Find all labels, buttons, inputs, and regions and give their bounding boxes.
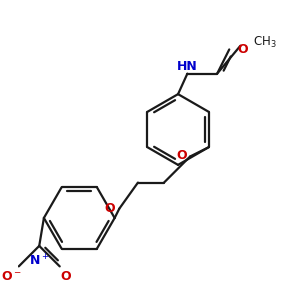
Text: O: O — [60, 270, 70, 283]
Text: HN: HN — [177, 60, 198, 73]
Text: O$^-$: O$^-$ — [1, 270, 22, 283]
Text: N$^+$: N$^+$ — [29, 253, 50, 268]
Text: CH$_3$: CH$_3$ — [254, 34, 277, 50]
Text: O: O — [238, 43, 248, 56]
Text: O: O — [105, 202, 115, 215]
Text: O: O — [176, 149, 187, 162]
